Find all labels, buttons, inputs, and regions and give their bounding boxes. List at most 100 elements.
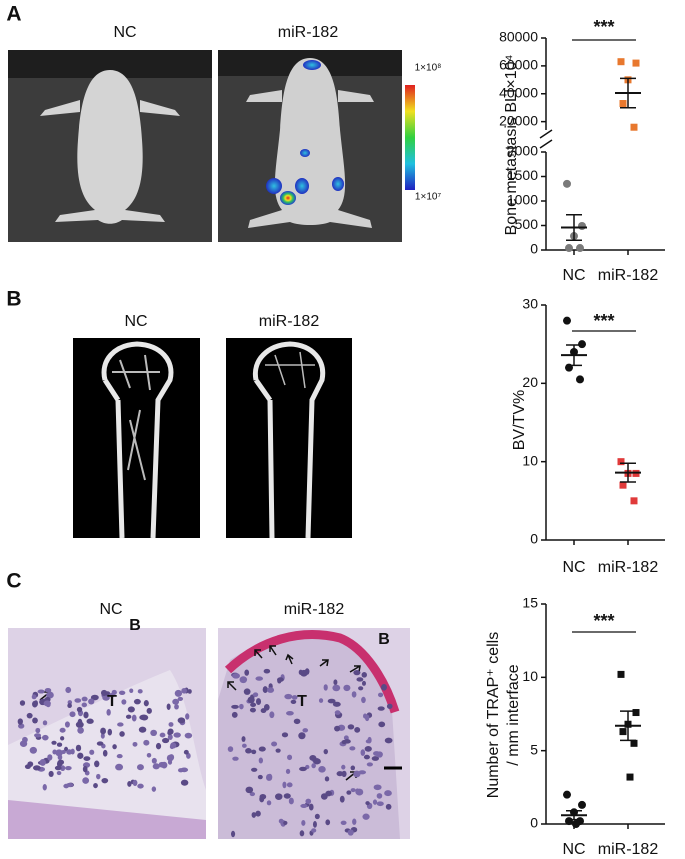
cell: [101, 777, 109, 784]
cell: [83, 711, 89, 719]
cell: [363, 754, 370, 760]
cell: [364, 714, 370, 722]
cell: [37, 689, 45, 694]
cell: [353, 670, 361, 676]
cell: [41, 734, 49, 741]
cell: [332, 701, 341, 707]
cell: [242, 743, 247, 748]
cell: [93, 782, 98, 789]
cell: [281, 732, 289, 738]
cell: [177, 696, 184, 702]
cell: [255, 676, 264, 681]
point: [565, 817, 573, 826]
cell: [132, 779, 138, 787]
cell: [266, 687, 275, 693]
cell: [177, 717, 186, 724]
cell: [22, 736, 28, 743]
cell: [288, 797, 294, 805]
cell: [94, 760, 100, 768]
y-tick-label: 5: [530, 741, 538, 757]
cell: [32, 765, 41, 771]
colorbar: [405, 85, 415, 190]
cell: [39, 758, 46, 766]
cell: [187, 689, 192, 694]
cell: [65, 686, 72, 694]
cell: [343, 739, 351, 744]
cell: [170, 742, 177, 749]
panel-label: C: [6, 570, 21, 593]
cell: [361, 696, 366, 704]
x-tick-label: NC: [562, 559, 585, 576]
cell: [305, 798, 312, 804]
cell: [48, 770, 54, 778]
cell: [336, 771, 344, 777]
error-bar: [566, 213, 582, 241]
x-tick-label: miR-182: [598, 841, 659, 858]
bone-image-nc: [73, 338, 200, 539]
cell: [283, 820, 288, 825]
cell: [151, 757, 157, 764]
y-tick-label: 60000: [499, 57, 538, 73]
cell: [376, 801, 384, 807]
point: [630, 739, 638, 747]
image-label: NC: [113, 24, 136, 41]
cell: [121, 699, 127, 705]
cell: [311, 763, 316, 769]
cell: [255, 810, 261, 817]
tissue-label: B: [129, 617, 141, 634]
point: [632, 709, 640, 717]
cell: [31, 694, 37, 700]
cell: [173, 732, 181, 738]
cell: [312, 820, 317, 828]
cell: [63, 783, 70, 789]
image-label: miR-182: [284, 601, 345, 618]
cell: [334, 710, 341, 715]
cell: [102, 749, 108, 757]
cell: [77, 752, 84, 759]
y-tick-label: 15: [522, 595, 538, 611]
cell: [364, 745, 372, 752]
tissue-label: B: [378, 631, 390, 648]
cell: [168, 722, 174, 727]
cell: [89, 749, 95, 755]
cell: [127, 780, 132, 787]
cell: [82, 765, 88, 773]
cell: [318, 698, 324, 703]
cell: [341, 770, 347, 778]
cell: [308, 803, 314, 811]
cell: [263, 668, 271, 674]
cell: [143, 739, 150, 746]
cell: [385, 803, 392, 810]
y-tick-label: 0: [530, 531, 538, 547]
cell: [245, 748, 252, 754]
cell: [17, 718, 23, 725]
cell: [106, 709, 111, 716]
point: [572, 820, 580, 828]
point: [578, 800, 586, 809]
tissue-label: T: [107, 693, 117, 710]
cell: [258, 746, 266, 752]
cell: [249, 792, 256, 797]
significance-label: ***: [593, 17, 614, 37]
image-label: miR-182: [278, 24, 339, 41]
cell: [384, 737, 393, 744]
cell: [152, 763, 160, 770]
cell: [67, 703, 72, 709]
point: [576, 244, 584, 253]
cell: [46, 691, 54, 699]
cell: [57, 759, 65, 765]
cell: [384, 790, 392, 797]
cell: [100, 732, 105, 739]
y-axis-label: Bone metastasis BLI×10⁴: [503, 55, 520, 236]
cell: [150, 729, 158, 737]
cell: [284, 693, 293, 700]
cell: [318, 766, 326, 773]
x-tick-label: miR-182: [598, 559, 659, 576]
y-tick-label: 1500: [507, 167, 538, 183]
cell: [52, 749, 57, 755]
cell: [347, 724, 355, 730]
y-tick-label: 40000: [499, 84, 538, 100]
error-bar: [620, 710, 636, 742]
cell: [96, 741, 104, 746]
x-tick-label: NC: [562, 267, 585, 284]
